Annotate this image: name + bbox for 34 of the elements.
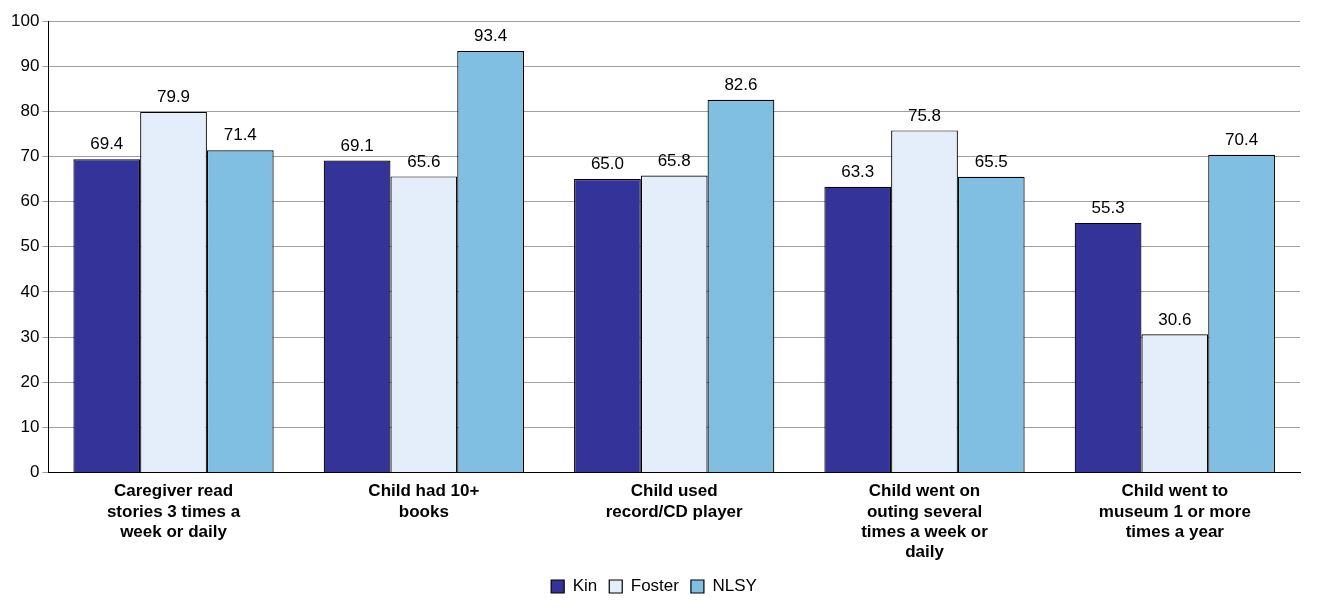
y-tick-label: 40 bbox=[20, 281, 40, 301]
y-tick-label: 10 bbox=[20, 416, 40, 436]
data-label: 65.5 bbox=[974, 152, 1008, 172]
x-tick-label: Child used record/CD player bbox=[605, 481, 744, 521]
y-tick-label: 90 bbox=[20, 56, 40, 76]
y-tick-label: 60 bbox=[20, 191, 40, 211]
data-label: 65.8 bbox=[657, 150, 691, 170]
data-label: 82.6 bbox=[724, 74, 758, 94]
data-label: 93.4 bbox=[474, 26, 508, 46]
y-tick-label: 0 bbox=[29, 462, 40, 482]
data-label: 69.1 bbox=[340, 135, 374, 155]
data-label: 71.4 bbox=[223, 125, 257, 145]
data-label: 65.6 bbox=[407, 151, 441, 171]
legend-label: Kin bbox=[572, 576, 598, 596]
data-label: 70.4 bbox=[1225, 129, 1259, 149]
x-tick-label: Caregiver read stories 3 times a week or daily bbox=[106, 481, 241, 542]
y-tick-label: 50 bbox=[20, 236, 40, 256]
x-tick-label: Child went on outing several times a week or daily bbox=[861, 481, 989, 562]
data-label: 79.9 bbox=[156, 87, 191, 107]
data-label: 63.3 bbox=[841, 161, 875, 181]
y-tick-label: 80 bbox=[20, 101, 40, 121]
x-tick-label: Child had 10+ books bbox=[368, 481, 480, 521]
data-label: 75.8 bbox=[907, 105, 942, 125]
y-tick-label: 20 bbox=[20, 371, 40, 391]
legend-label: NLSY bbox=[712, 576, 757, 596]
data-label: 55.3 bbox=[1091, 198, 1125, 218]
legend-label: Foster bbox=[630, 576, 680, 596]
data-label: 65.0 bbox=[590, 154, 624, 174]
y-tick-label: 100 bbox=[10, 10, 40, 30]
y-tick-label: 30 bbox=[20, 326, 40, 346]
data-label: 30.6 bbox=[1158, 309, 1192, 329]
y-tick-label: 70 bbox=[20, 146, 40, 166]
x-tick-label: Child went to museum 1 or more times a year bbox=[1098, 481, 1251, 542]
data-label: 69.4 bbox=[90, 134, 124, 154]
